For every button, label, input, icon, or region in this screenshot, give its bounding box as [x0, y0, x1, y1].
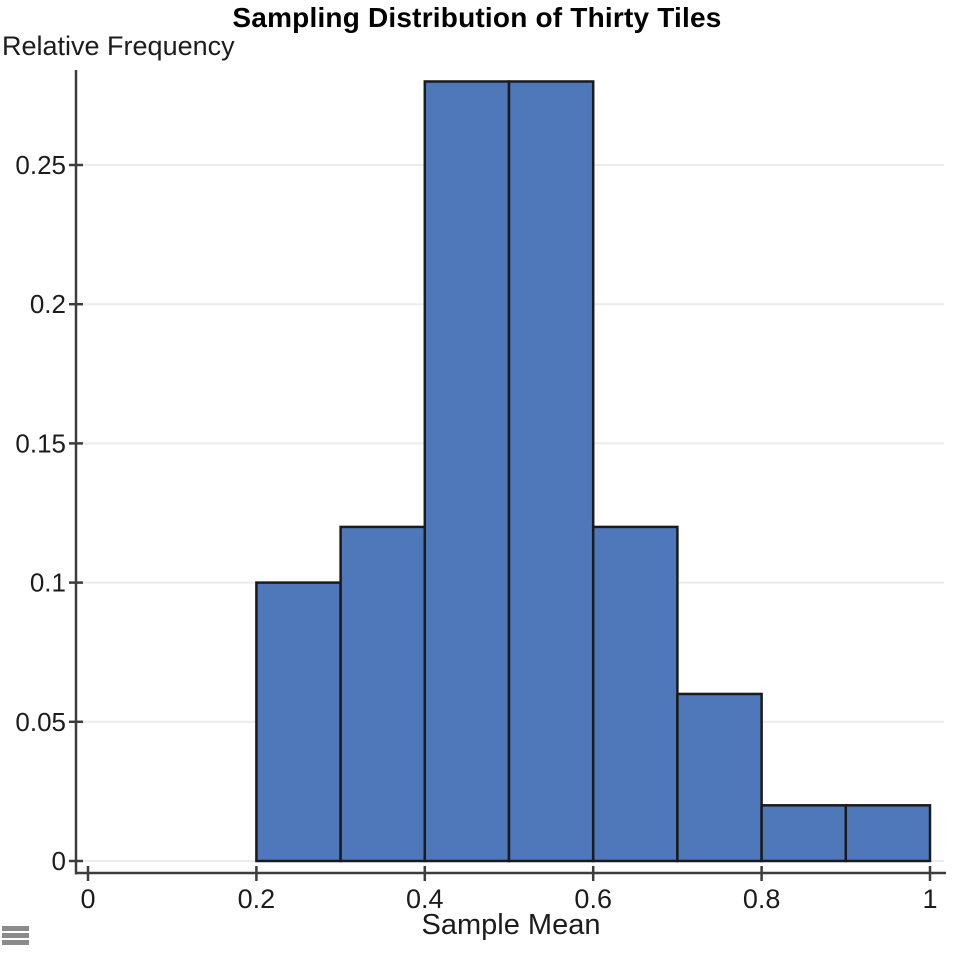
x-tick-label: 0.4	[406, 884, 444, 914]
histogram-bar	[844, 804, 932, 863]
y-tick-label: 0.25	[15, 150, 66, 180]
x-axis-title: Sample Mean	[421, 909, 601, 941]
y-tick-label: 0.1	[30, 568, 66, 598]
histogram-bar	[255, 581, 342, 863]
histogram-bar	[591, 525, 679, 863]
x-tick-label: 0.6	[574, 884, 612, 914]
y-tick-label: 0.2	[30, 289, 66, 319]
y-tick-label: 0.05	[15, 707, 66, 737]
x-tick-label: 0.8	[743, 884, 781, 914]
y-tick-label: 0	[52, 846, 66, 876]
histogram-bar	[676, 692, 763, 863]
menu-grabber-bar	[2, 933, 29, 938]
menu-grabber-bar	[2, 940, 29, 945]
histogram-bar	[507, 80, 595, 863]
menu-grabber-bar	[2, 926, 29, 931]
y-tick-label: 0.15	[15, 428, 66, 458]
x-tick-label: 0.2	[238, 884, 276, 914]
x-tick-label: 0	[80, 884, 95, 914]
chart-title: Sampling Distribution of Thirty Tiles	[232, 2, 722, 33]
menu-grabber-icon[interactable]	[2, 926, 29, 947]
x-tick-label: 1	[922, 884, 937, 914]
histogram-bar	[423, 80, 511, 863]
histogram-bar	[760, 804, 848, 863]
histogram-bar	[339, 525, 427, 863]
y-axis-title: Relative Frequency	[2, 31, 235, 61]
